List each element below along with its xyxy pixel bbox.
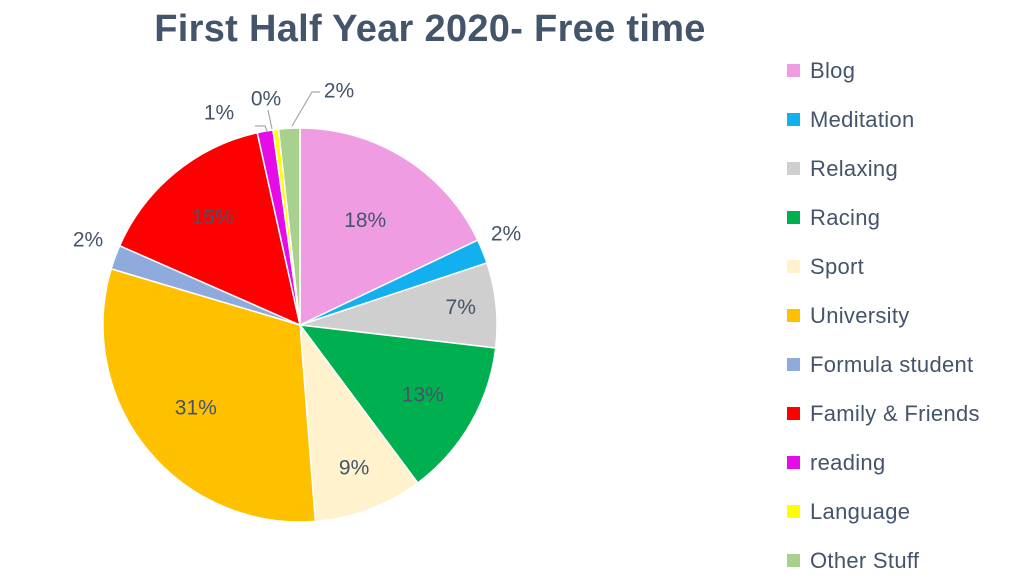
legend-swatch xyxy=(787,211,800,224)
legend-label: Blog xyxy=(810,57,856,83)
legend-swatch xyxy=(787,64,800,77)
legend-label: University xyxy=(810,302,910,328)
legend-swatch xyxy=(787,260,800,273)
data-label-family-and-friends: 15% xyxy=(191,206,233,229)
legend-item-other-stuff: Other Stuff xyxy=(780,536,1020,585)
legend-label: Racing xyxy=(810,204,881,230)
pie-slice-sport xyxy=(299,322,419,523)
legend-item-language: Language xyxy=(780,487,1020,536)
pie-plot-area: 18% 2% 7% 13% 9% 31% 2% 15% 1% 0% 2% xyxy=(73,80,521,523)
legend-item-reading: reading xyxy=(780,438,1020,487)
legend-item-sport: Sport xyxy=(780,242,1020,291)
data-label-reading: 1% xyxy=(204,102,234,125)
legend-swatch xyxy=(787,505,800,518)
pie-slice-family-and-friends xyxy=(118,131,302,327)
chart-title: First Half Year 2020- Free time xyxy=(154,8,706,50)
legend-item-meditation: Meditation xyxy=(780,95,1020,144)
data-label-sport: 9% xyxy=(339,456,369,479)
legend-item-family-and-friends: Family & Friends xyxy=(780,389,1020,438)
legend-swatch xyxy=(787,358,800,371)
leader-line-other-stuff xyxy=(291,91,320,127)
legend-swatch xyxy=(787,407,800,420)
legend-label: Family & Friends xyxy=(810,400,980,426)
legend-item-relaxing: Relaxing xyxy=(780,144,1020,193)
leader-line-language xyxy=(267,109,273,130)
legend-item-blog: Blog xyxy=(780,46,1020,95)
legend-label: Language xyxy=(810,498,911,524)
data-label-blog: 18% xyxy=(344,209,386,232)
pie-slice-other-stuff xyxy=(277,127,301,326)
data-label-relaxing: 7% xyxy=(446,296,476,319)
data-label-formula-student: 2% xyxy=(73,229,103,252)
data-label-meditation: 2% xyxy=(491,223,521,246)
legend-item-university: University xyxy=(780,291,1020,340)
data-label-university: 31% xyxy=(175,397,217,420)
legend-swatch xyxy=(787,309,800,322)
leader-line-reading xyxy=(255,125,268,132)
legend-label: Relaxing xyxy=(810,155,899,181)
legend-item-formula-student: Formula student xyxy=(780,340,1020,389)
data-label-other-stuff: 2% xyxy=(324,80,354,103)
legend-swatch xyxy=(787,113,800,126)
legend-label: Formula student xyxy=(810,351,974,377)
legend-swatch xyxy=(787,456,800,469)
legend-swatch xyxy=(787,554,800,567)
legend-label: Sport xyxy=(810,253,865,279)
legend-swatch xyxy=(787,162,800,175)
legend: Blog Meditation Relaxing Racing Sport Univers… xyxy=(780,46,1020,585)
pie-slice-university xyxy=(102,267,317,523)
pie-slice-blog xyxy=(299,127,479,327)
legend-label: Meditation xyxy=(810,106,915,132)
pie-slice-racing xyxy=(298,324,497,484)
legend-label: Other Stuff xyxy=(810,547,920,573)
legend-label: reading xyxy=(810,449,886,475)
data-label-racing: 13% xyxy=(402,383,444,406)
data-label-language: 0% xyxy=(251,88,281,111)
legend-item-racing: Racing xyxy=(780,193,1020,242)
